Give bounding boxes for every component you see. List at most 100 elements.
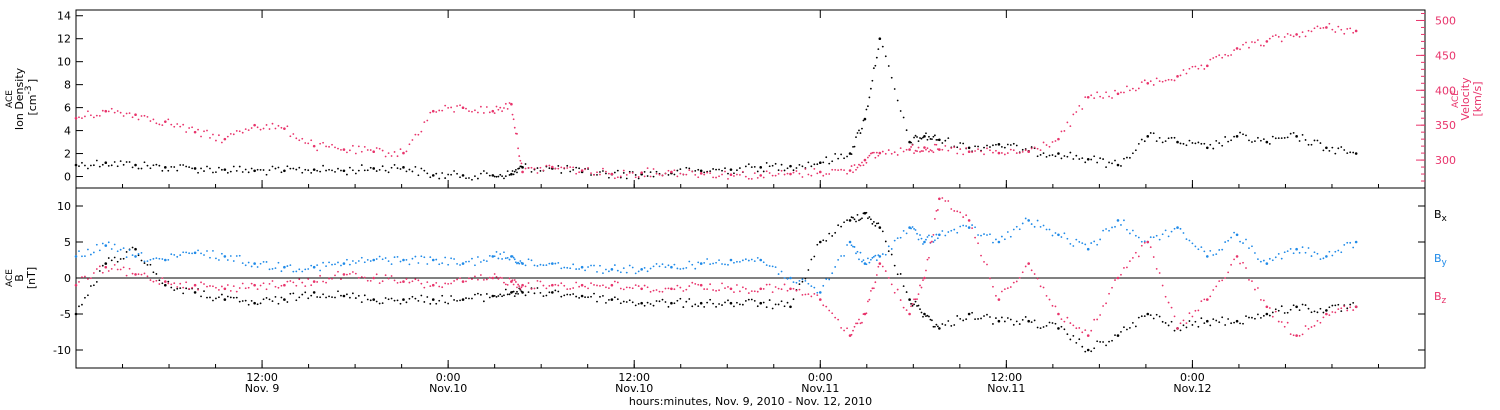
- trace-dot: [887, 245, 890, 248]
- trace-dot: [709, 283, 712, 286]
- trace-dot: [408, 281, 411, 284]
- trace-dot: [1337, 147, 1340, 150]
- trace-dot: [506, 283, 509, 286]
- trace-dot: [1340, 146, 1343, 148]
- trace-dot: [1331, 254, 1334, 257]
- data-point: [938, 197, 941, 201]
- trace-dot: [992, 151, 994, 154]
- trace-dot: [354, 272, 357, 275]
- trace-dot: [718, 175, 720, 178]
- trace-dot: [783, 283, 786, 286]
- trace-dot: [679, 297, 682, 300]
- data-point: [551, 165, 554, 169]
- trace-dot: [913, 303, 915, 306]
- trace-dot: [140, 252, 143, 254]
- trace-dot: [131, 166, 134, 169]
- trace-dot: [1179, 329, 1182, 332]
- trace-dot: [1337, 308, 1340, 311]
- trace-dot: [602, 272, 604, 275]
- trace-dot: [387, 298, 390, 301]
- trace-dot: [1188, 312, 1191, 315]
- trace-dot: [995, 149, 997, 152]
- trace-dot: [1304, 304, 1307, 306]
- trace-dot: [664, 301, 667, 303]
- trace-dot: [301, 137, 304, 140]
- trace-dot: [1274, 34, 1277, 36]
- trace-dot: [676, 299, 679, 302]
- trace-dot: [1137, 255, 1140, 258]
- trace-dot: [426, 172, 429, 175]
- trace-dot: [366, 298, 369, 301]
- trace-dot: [753, 165, 756, 168]
- trace-dot: [947, 231, 950, 233]
- data-point: [312, 144, 316, 148]
- trace-dot: [780, 270, 783, 273]
- trace-dot: [149, 263, 152, 266]
- trace-dot: [587, 166, 589, 169]
- trace-dot: [765, 283, 768, 286]
- trace-dot: [1137, 236, 1140, 239]
- b-y-tick-label: -5: [60, 308, 71, 321]
- trace-dot: [777, 303, 780, 306]
- trace-dot: [1277, 137, 1280, 139]
- trace-dot: [765, 264, 768, 267]
- trace-dot: [405, 258, 408, 261]
- trace-dot: [596, 173, 598, 176]
- trace-dot: [435, 258, 438, 261]
- data-point: [431, 258, 435, 262]
- trace-dot: [1060, 130, 1063, 133]
- trace-dot: [1218, 54, 1221, 57]
- trace-dot: [750, 166, 753, 169]
- trace-dot: [387, 260, 390, 263]
- trace-dot: [1000, 145, 1003, 148]
- data-point: [1235, 135, 1239, 138]
- trace-dot: [146, 260, 149, 263]
- trace-dot: [962, 153, 965, 156]
- trace-dot: [741, 170, 744, 173]
- trace-dot: [1227, 239, 1230, 242]
- trace-dot: [1158, 136, 1161, 139]
- trace-dot: [837, 169, 840, 172]
- trace-dot: [426, 281, 429, 284]
- trace-dot: [590, 174, 592, 176]
- trace-dot: [980, 317, 982, 320]
- data-point: [74, 312, 78, 316]
- data-point: [759, 258, 763, 262]
- trace-dot: [152, 164, 155, 167]
- trace-dot: [1084, 329, 1087, 331]
- trace-dot: [519, 260, 522, 262]
- trace-dot: [167, 118, 170, 121]
- trace-dot: [387, 171, 390, 174]
- trace-dot: [1179, 142, 1182, 145]
- data-point: [342, 294, 346, 298]
- trace-dot: [1111, 286, 1113, 289]
- trace-dot: [200, 252, 202, 255]
- trace-dot: [125, 112, 128, 115]
- trace-dot: [1078, 158, 1081, 160]
- trace-dot: [1105, 302, 1107, 305]
- trace-dot: [1099, 238, 1102, 241]
- trace-dot: [1283, 312, 1286, 314]
- data-point: [1027, 219, 1030, 222]
- trace-dot: [241, 300, 244, 302]
- trace-dot: [488, 276, 491, 279]
- trace-dot: [622, 172, 625, 174]
- trace-dot: [721, 169, 723, 172]
- trace-dot: [917, 140, 920, 143]
- trace-dot: [774, 266, 777, 268]
- trace-dot: [381, 165, 384, 168]
- trace-dot: [497, 175, 500, 178]
- trace-dot: [1248, 139, 1250, 142]
- trace-dot: [1212, 318, 1215, 320]
- trace-dot: [497, 257, 500, 260]
- trace-dot: [913, 298, 915, 301]
- data-point: [1176, 226, 1179, 229]
- trace-dot: [859, 322, 862, 325]
- trace-dot: [197, 128, 199, 131]
- trace-dot: [810, 295, 813, 298]
- trace-dot: [1352, 309, 1355, 311]
- trace-dot: [881, 45, 884, 48]
- trace-dot: [1120, 165, 1122, 167]
- trace-dot: [786, 289, 789, 292]
- trace-dot: [1191, 242, 1194, 245]
